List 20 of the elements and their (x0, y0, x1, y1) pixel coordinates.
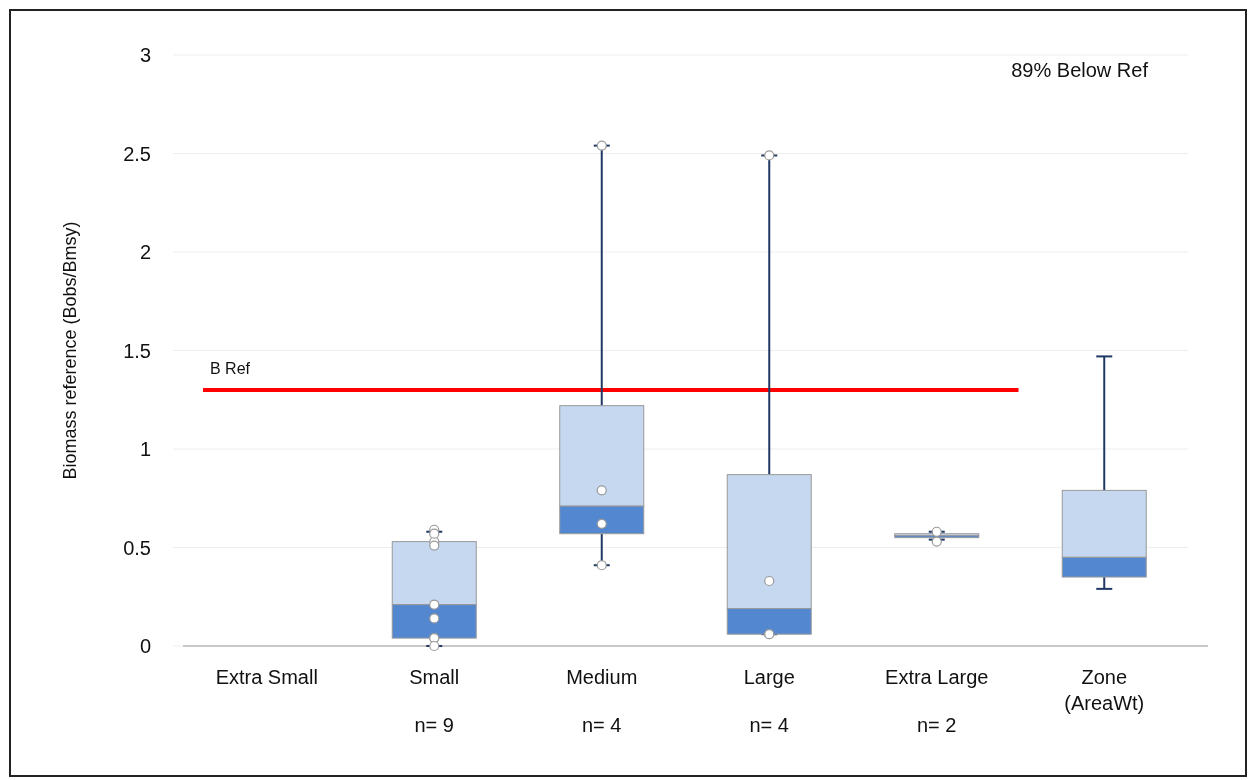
y-tick-label: 2.5 (123, 142, 151, 165)
y-tick-label: 0.5 (123, 536, 151, 559)
y-tick-label: 3 (139, 44, 151, 66)
y-axis-title: Biomass reference (Bobs/Bmsy) (60, 221, 80, 480)
y-tick-label: 1.5 (123, 339, 151, 362)
text: n= 4 (749, 714, 789, 736)
y-tick-label: 0 (139, 635, 151, 657)
x-tick-label: Extra Small (215, 666, 318, 688)
text: n= 4 (582, 714, 622, 736)
text: n= 9 (414, 714, 454, 736)
ref-line-label: B Ref (210, 359, 251, 377)
y-tick-label: 2 (139, 241, 151, 263)
x-tick-label: Medium (566, 666, 638, 688)
x-tick-label: Extra Large (885, 666, 989, 688)
x-tick-label: Zone (AreaWt) (1064, 666, 1145, 714)
y-tick-label: 1 (139, 438, 151, 460)
x-tick-label: Large (743, 666, 795, 688)
x-tick-label: Small (409, 666, 460, 688)
annotation: 89% Below Ref (1011, 59, 1149, 81)
text: n= 2 (917, 714, 957, 736)
